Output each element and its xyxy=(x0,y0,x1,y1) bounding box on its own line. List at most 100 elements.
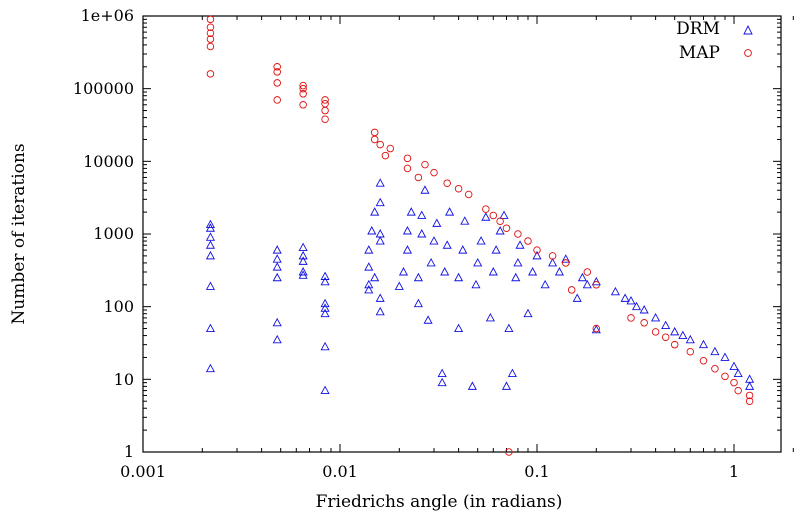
drm-point xyxy=(481,212,491,221)
drm-point xyxy=(495,226,505,235)
y-tick-label: 10 xyxy=(114,370,134,389)
map-point xyxy=(661,333,670,341)
map-point xyxy=(206,23,215,32)
map-point xyxy=(414,173,423,182)
drm-point xyxy=(572,293,582,302)
map-point xyxy=(299,81,307,90)
map-point xyxy=(686,347,695,356)
map-point xyxy=(533,246,541,254)
map-point xyxy=(273,79,281,87)
drm-point xyxy=(678,330,688,340)
map-point xyxy=(734,386,742,395)
x-tick-label: 0.1 xyxy=(524,462,549,481)
drm-point xyxy=(402,226,413,235)
map-point xyxy=(583,268,592,276)
map-point xyxy=(711,364,719,373)
drm-point xyxy=(205,240,216,249)
y-tick-label: 100000 xyxy=(73,79,134,98)
map-point xyxy=(730,378,738,387)
plot-frame xyxy=(142,15,782,453)
drm-point xyxy=(582,279,592,289)
drm-point xyxy=(417,210,427,219)
drm-point xyxy=(437,368,447,378)
map-point xyxy=(206,42,215,51)
drm-point xyxy=(729,361,739,370)
x-tick-label: 0.001 xyxy=(120,462,166,481)
drm-point xyxy=(364,262,374,271)
map-point xyxy=(496,217,504,225)
map-point xyxy=(370,128,379,137)
map-point xyxy=(273,68,281,76)
drm-point xyxy=(532,250,542,260)
drm-point xyxy=(394,281,404,290)
map-point xyxy=(273,63,281,71)
map-point xyxy=(403,154,412,163)
drm-point xyxy=(413,298,423,308)
drm-point xyxy=(473,257,483,267)
drm-point xyxy=(554,267,565,276)
drm-point xyxy=(298,256,308,265)
legend-label-drm: DRM xyxy=(676,19,720,39)
drm-point xyxy=(698,339,709,349)
drm-point xyxy=(745,374,755,383)
drm-point xyxy=(528,267,538,276)
drm-point xyxy=(511,272,521,282)
drm-point xyxy=(417,229,427,238)
drm-point xyxy=(398,267,409,276)
map-point xyxy=(562,259,570,267)
map-point xyxy=(489,211,498,220)
map-point xyxy=(745,397,754,405)
drm-point xyxy=(745,381,755,390)
drm-point xyxy=(620,293,630,302)
drm-point xyxy=(272,334,282,344)
map-point xyxy=(443,179,451,187)
map-point xyxy=(514,230,522,238)
drm-point xyxy=(320,298,330,308)
map-point xyxy=(567,286,576,294)
drm-series xyxy=(205,178,755,395)
map-point xyxy=(640,319,648,327)
drm-point xyxy=(375,229,385,238)
y-axis: 1e+06 100000 10000 1000 100 10 1 xyxy=(73,6,134,461)
drm-point xyxy=(626,295,636,305)
drm-point xyxy=(320,385,330,395)
drm-point xyxy=(370,207,380,216)
drm-point xyxy=(375,236,385,245)
drm-point xyxy=(471,279,481,289)
drm-point xyxy=(442,240,452,249)
map-point xyxy=(699,357,708,365)
drm-point xyxy=(651,312,661,322)
x-axis: 0.001 0.01 0.1 1 xyxy=(120,462,739,481)
map-point xyxy=(430,168,438,177)
drm-point xyxy=(298,250,308,260)
drm-point xyxy=(272,317,282,327)
drm-point xyxy=(488,267,498,276)
drm-point xyxy=(504,323,514,332)
drm-point xyxy=(445,207,455,216)
drm-point xyxy=(298,242,308,252)
drm-point xyxy=(423,315,433,324)
map-point xyxy=(592,281,601,289)
drm-point xyxy=(432,218,442,227)
legend-marker-map xyxy=(744,49,752,57)
map-point xyxy=(745,391,754,400)
drm-point xyxy=(375,293,385,302)
map-point xyxy=(370,135,379,144)
map-point xyxy=(206,35,215,43)
drm-point xyxy=(513,257,523,267)
drm-point xyxy=(710,346,720,356)
drm-point xyxy=(205,232,216,241)
map-point xyxy=(206,70,215,78)
drm-point xyxy=(733,368,743,378)
drm-point xyxy=(720,352,730,361)
map-point xyxy=(651,328,660,336)
map-point xyxy=(321,106,329,115)
drm-point xyxy=(540,279,550,289)
drm-point xyxy=(515,240,525,249)
y-tick-label: 1e+06 xyxy=(81,6,134,25)
drm-point xyxy=(670,326,680,336)
drm-point xyxy=(591,276,601,286)
map-point xyxy=(321,115,329,123)
drm-point xyxy=(577,272,587,282)
